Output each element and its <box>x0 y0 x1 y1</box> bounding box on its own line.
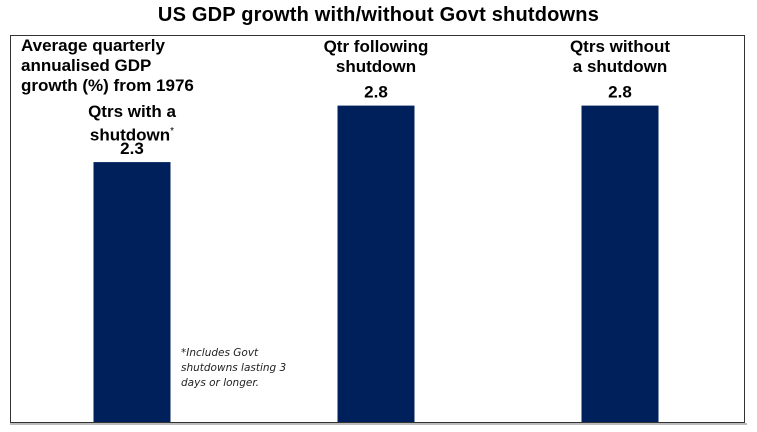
category-label-2-line-1: Qtr following <box>323 37 429 56</box>
footnote-line-1: *Includes Govt <box>181 347 259 359</box>
category-label-2-line-2: shutdown <box>335 57 417 76</box>
category-label-1-line-2-text: shutdown <box>89 125 171 145</box>
data-label-3: 2.8 <box>608 83 632 102</box>
bar-2 <box>337 105 415 422</box>
y-axis-label: Average quarterly annualised GDP growth … <box>21 36 194 96</box>
footnote-line-2: shutdowns lasting 3 <box>181 362 287 374</box>
footnote: *Includes Govt shutdowns lasting 3 days … <box>181 346 321 391</box>
bar-3 <box>581 105 659 422</box>
y-axis-label-line-3: growth (%) from 1976 <box>21 76 194 95</box>
category-label-2: Qtr following shutdown <box>276 37 476 77</box>
bar-1 <box>93 162 171 422</box>
category-label-1: Qtrs with a shutdown* <box>32 102 232 146</box>
category-label-3-line-2: a shutdown <box>572 57 668 76</box>
y-axis-label-line-2: annualised GDP <box>21 56 152 75</box>
data-label-2: 2.8 <box>364 83 388 102</box>
footnote-line-3: days or longer. <box>181 377 260 389</box>
frame-shadow <box>10 423 747 425</box>
asterisk-marker: * <box>170 126 175 137</box>
category-label-3-line-1: Qtrs without <box>569 37 671 56</box>
category-label-3: Qtrs without a shutdown <box>520 37 720 77</box>
chart-title: US GDP growth with/without Govt shutdown… <box>157 4 600 26</box>
category-label-1-line-1: Qtrs with a <box>88 102 176 121</box>
data-label-1: 2.3 <box>120 139 144 158</box>
y-axis-label-line-1: Average quarterly <box>21 36 165 55</box>
category-label-1-line-2: shutdown* <box>32 122 232 146</box>
